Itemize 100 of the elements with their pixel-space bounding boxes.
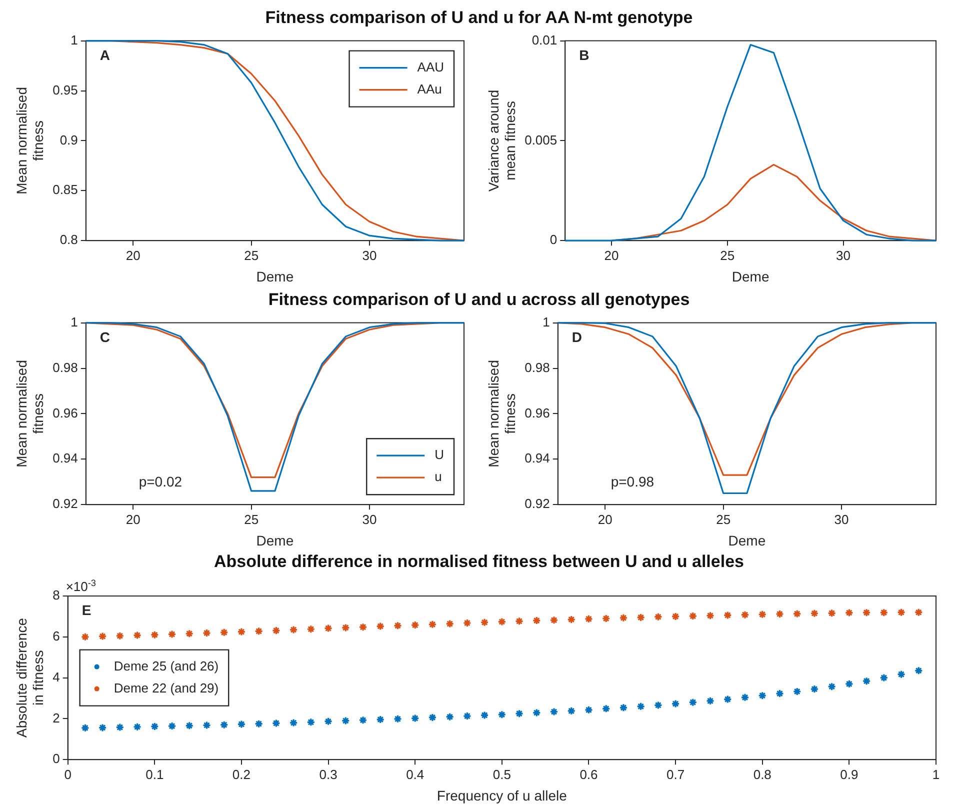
point (740, 693, 750, 702)
point (393, 621, 402, 630)
legend-label: AAU (417, 59, 444, 74)
point (168, 630, 176, 639)
point (914, 608, 923, 617)
annotation: D (572, 328, 582, 345)
legend-label: Deme 22 (and 29) (114, 680, 219, 696)
y-tick-label: 0.96 (524, 405, 550, 420)
x-tick-label: 25 (716, 512, 731, 527)
point (272, 718, 280, 728)
point (740, 610, 750, 620)
x-tick-label: 30 (362, 512, 377, 527)
point (914, 666, 923, 675)
point (202, 720, 212, 730)
y-tick-label: 1 (70, 32, 78, 48)
point (341, 623, 350, 632)
y-tick-label: 0 (550, 232, 558, 248)
point (324, 624, 333, 633)
point (775, 689, 784, 698)
y-tick-label: 0.01 (532, 32, 558, 48)
annotation: C (100, 328, 110, 345)
point (220, 628, 228, 637)
point (393, 714, 402, 724)
x-tick-label: 20 (126, 512, 140, 527)
point (462, 712, 472, 720)
point (306, 718, 316, 726)
x-tick-label: 0.4 (406, 766, 424, 782)
point (376, 622, 385, 631)
x-axis-title: Deme (256, 532, 294, 548)
point (775, 610, 784, 618)
point (376, 715, 385, 724)
point (844, 680, 854, 688)
y-tick-label: 0.98 (524, 360, 550, 375)
point (671, 612, 680, 621)
point (602, 614, 610, 623)
x-tick-label: 0.7 (666, 766, 685, 782)
x-axis-title: Deme (728, 532, 766, 548)
point (498, 710, 506, 719)
point (584, 614, 594, 624)
point (758, 691, 767, 700)
point (723, 610, 732, 620)
y-tick-label: 0.005 (524, 132, 558, 148)
point (462, 618, 472, 628)
point (116, 632, 124, 640)
point (514, 709, 524, 718)
point (272, 626, 280, 635)
point (220, 720, 228, 730)
legend-label: U (434, 447, 444, 462)
y-tick-label: 0 (52, 751, 60, 766)
point (116, 722, 124, 732)
y-tick-label: 0.98 (52, 360, 78, 375)
point (98, 723, 107, 732)
point (532, 616, 541, 625)
y-axis-title: Mean normalised fitness (13, 87, 46, 194)
point (168, 722, 176, 730)
y-tick-label: 0.92 (524, 496, 550, 512)
x-tick-label: 20 (598, 512, 612, 527)
x-tick-label: 20 (604, 248, 619, 263)
legend-label: AAu (417, 81, 442, 96)
point (619, 703, 628, 712)
x-axis-title: Deme (256, 268, 294, 284)
y-tick-label: 0.95 (52, 82, 78, 98)
point (237, 627, 246, 636)
y-tick-label: 2 (52, 710, 60, 726)
point (446, 712, 454, 722)
point (654, 700, 662, 710)
point (880, 608, 888, 617)
point (636, 702, 646, 711)
point (514, 616, 524, 626)
point (358, 716, 368, 724)
point (567, 706, 576, 716)
point (584, 706, 594, 714)
y-axis-title: Mean normalised fitness (13, 360, 46, 468)
legend-label: u (434, 469, 442, 484)
y-tick-label: 1 (70, 314, 78, 330)
point (862, 608, 871, 617)
y-tick-label: 1 (542, 314, 550, 330)
point (324, 717, 333, 726)
y-tick-label: 0.9 (60, 132, 78, 148)
point (758, 610, 767, 619)
point (532, 708, 541, 718)
y-tick-label: 0.94 (52, 450, 78, 466)
x-tick-label: 25 (244, 512, 259, 527)
y-tick-label: 0.94 (524, 450, 550, 466)
point (132, 722, 142, 732)
point (80, 632, 90, 642)
point (132, 630, 142, 640)
annotation: B (579, 46, 590, 63)
point (828, 608, 836, 618)
y-tick-label: 0.96 (52, 405, 78, 420)
x-tick-label: 25 (720, 248, 735, 263)
point (428, 713, 437, 722)
annotation: E (82, 602, 92, 618)
x-tick-label: 0.3 (319, 766, 338, 782)
point (306, 624, 316, 634)
x-tick-label: 30 (834, 512, 849, 527)
y-tick-label: 6 (52, 628, 60, 644)
x-tick-label: 0.9 (840, 766, 858, 782)
point (896, 670, 906, 679)
x-tick-label: 0.5 (492, 766, 511, 782)
